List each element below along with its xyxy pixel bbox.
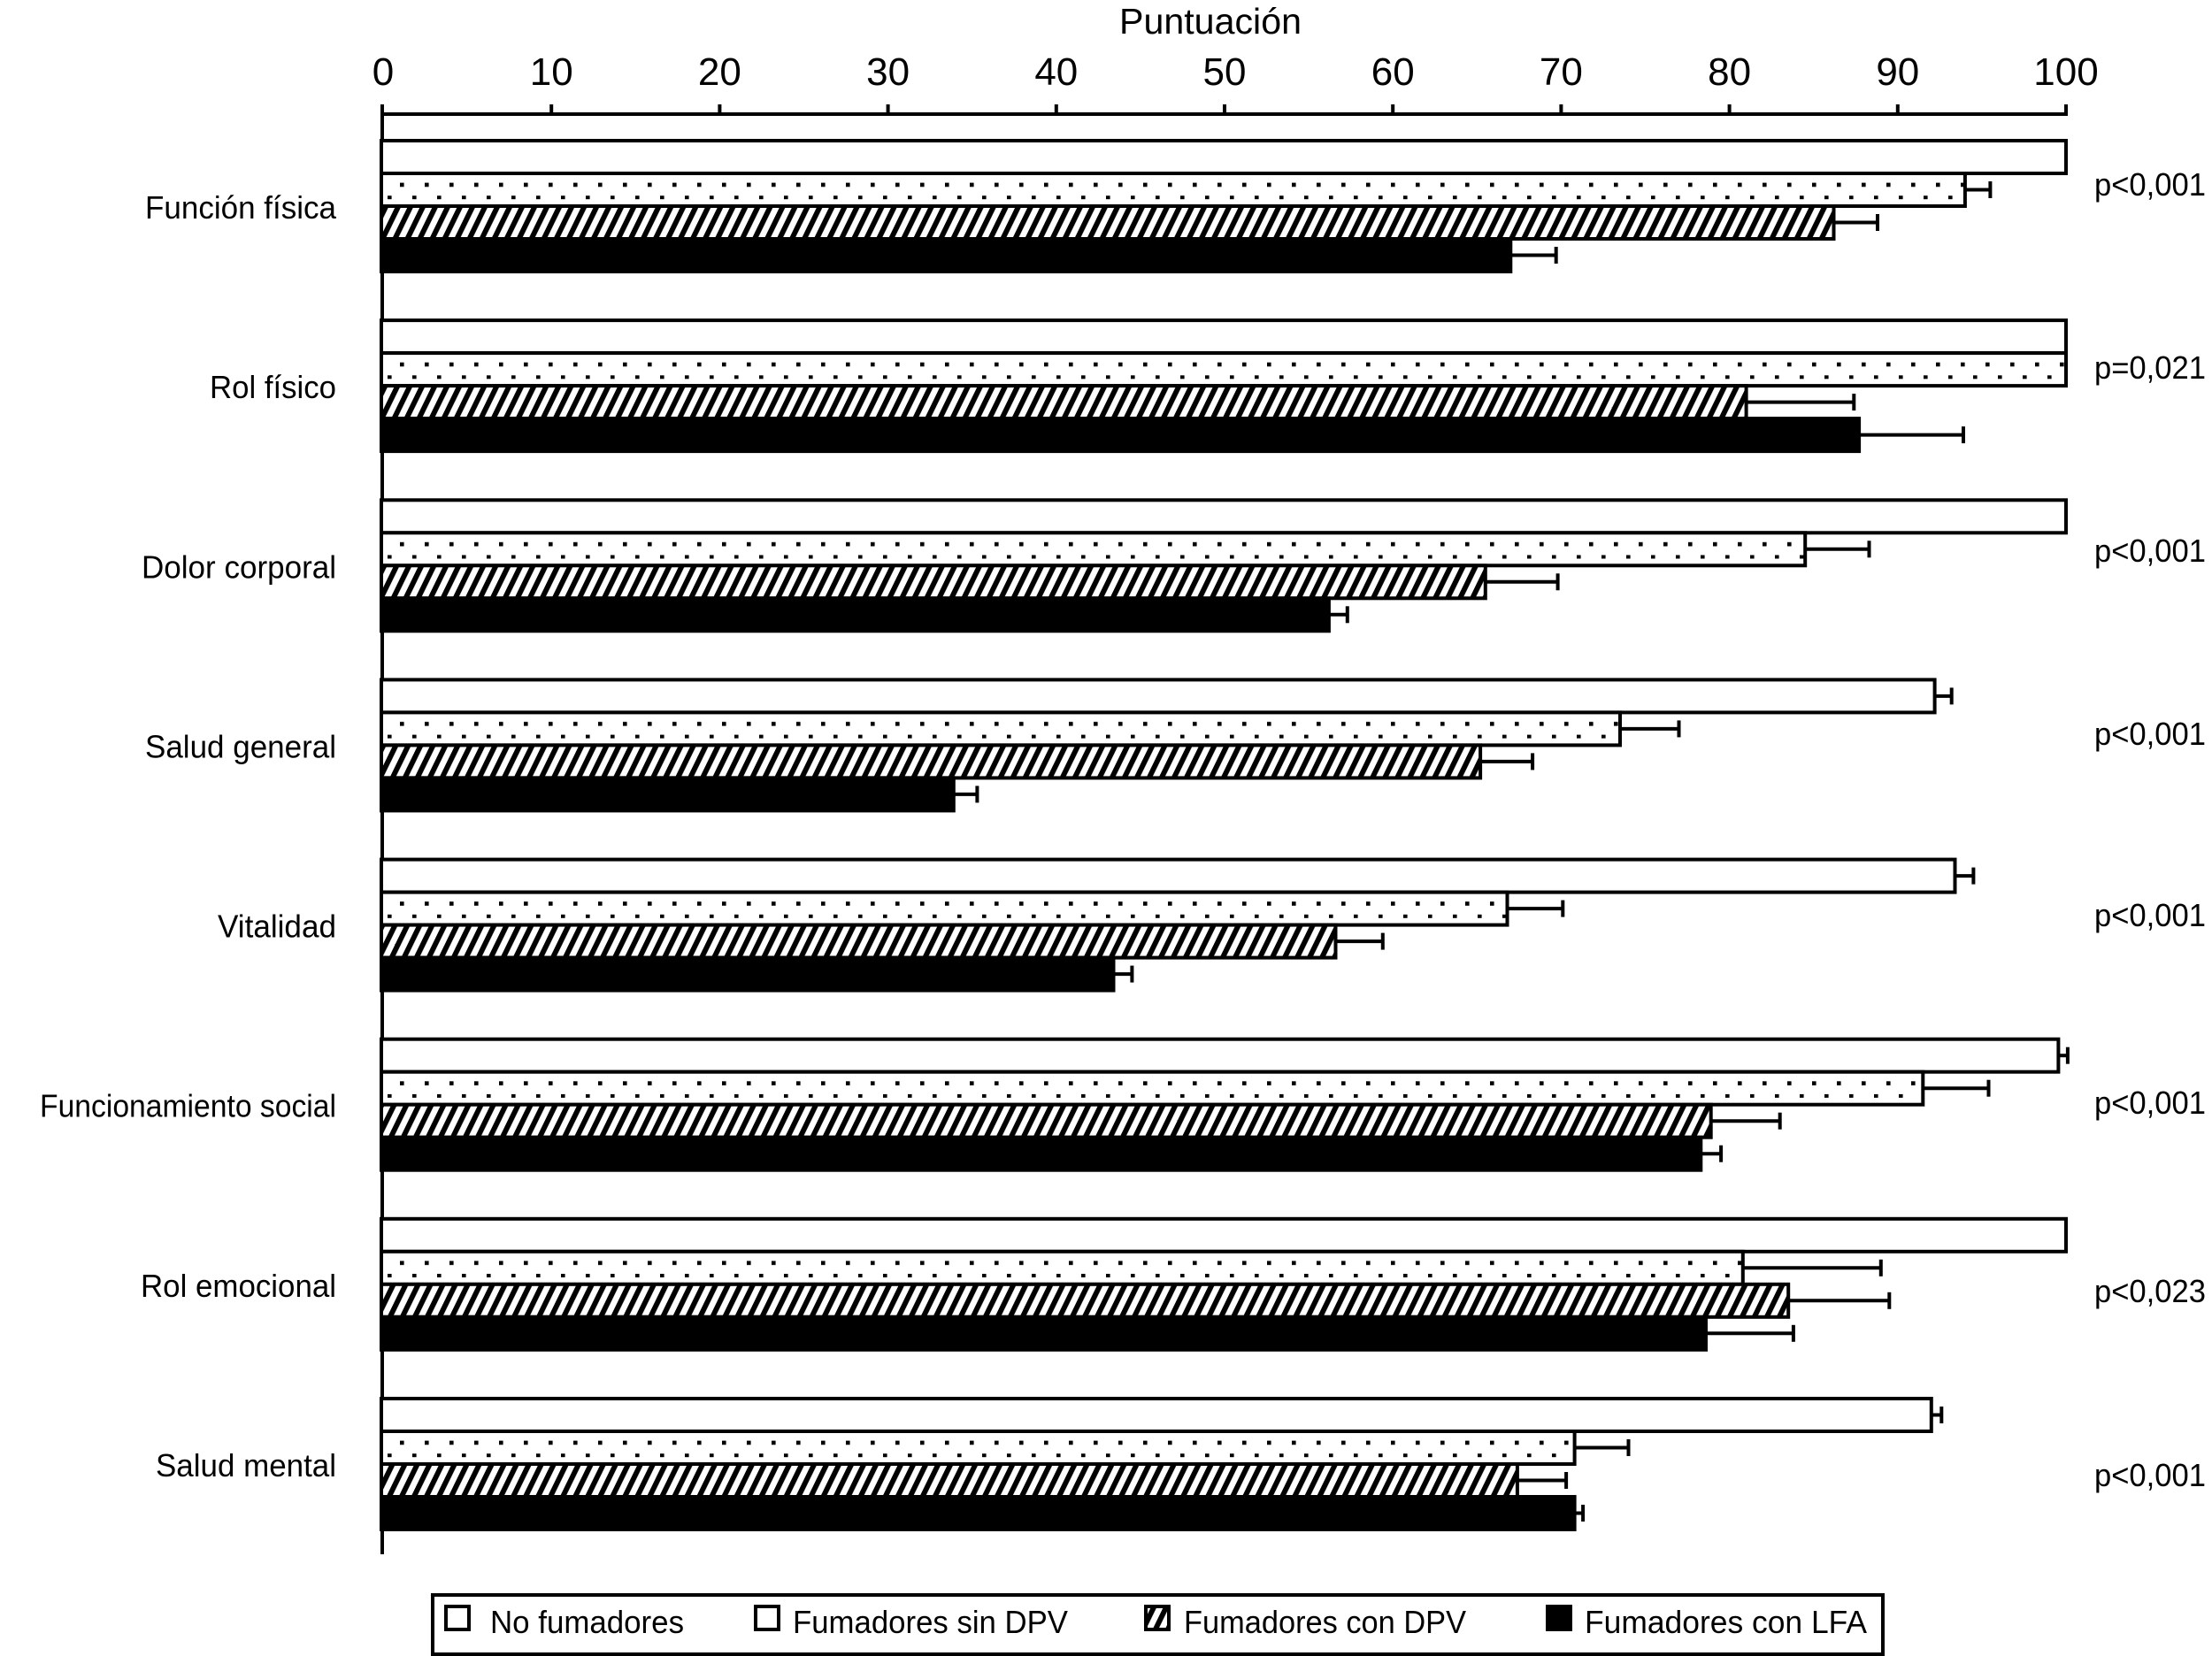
svg-text:Salud general: Salud general (145, 728, 336, 764)
svg-text:Función física: Función física (145, 189, 337, 226)
svg-text:50: 50 (1203, 50, 1247, 94)
svg-text:90: 90 (1876, 50, 1919, 94)
svg-text:No fumadores: No fumadores (490, 1604, 684, 1640)
svg-text:0: 0 (373, 50, 394, 94)
svg-text:p<0,001: p<0,001 (2094, 166, 2206, 203)
svg-text:p<0,001: p<0,001 (2094, 897, 2206, 933)
svg-text:30: 30 (866, 50, 910, 94)
svg-text:p<0,001: p<0,001 (2094, 533, 2206, 569)
svg-text:Dolor corporal: Dolor corporal (142, 548, 336, 585)
svg-text:p=0,021: p=0,021 (2094, 349, 2206, 386)
svg-text:p<0,001: p<0,001 (2094, 1457, 2206, 1493)
svg-text:60: 60 (1371, 50, 1415, 94)
svg-text:80: 80 (1708, 50, 1751, 94)
svg-text:p<0,001: p<0,001 (2094, 1085, 2206, 1121)
svg-text:p<0,023: p<0,023 (2094, 1273, 2206, 1309)
svg-text:p<0,001: p<0,001 (2094, 716, 2206, 752)
svg-text:100: 100 (2033, 50, 2098, 94)
svg-text:Vitalidad: Vitalidad (218, 908, 336, 945)
svg-text:70: 70 (1540, 50, 1583, 94)
svg-text:Salud mental: Salud mental (156, 1447, 336, 1484)
svg-text:Funcionamiento social: Funcionamiento social (40, 1088, 336, 1124)
svg-text:10: 10 (530, 50, 573, 94)
svg-text:Fumadores sin DPV: Fumadores sin DPV (793, 1604, 1068, 1640)
svg-text:Puntuación: Puntuación (1119, 1, 1302, 42)
svg-text:Fumadores con LFA: Fumadores con LFA (1585, 1604, 1867, 1640)
svg-text:Rol físico: Rol físico (210, 369, 336, 405)
svg-text:40: 40 (1034, 50, 1078, 94)
svg-text:Fumadores con DPV: Fumadores con DPV (1184, 1604, 1466, 1640)
svg-text:Rol emocional: Rol emocional (141, 1268, 336, 1304)
svg-text:20: 20 (698, 50, 741, 94)
